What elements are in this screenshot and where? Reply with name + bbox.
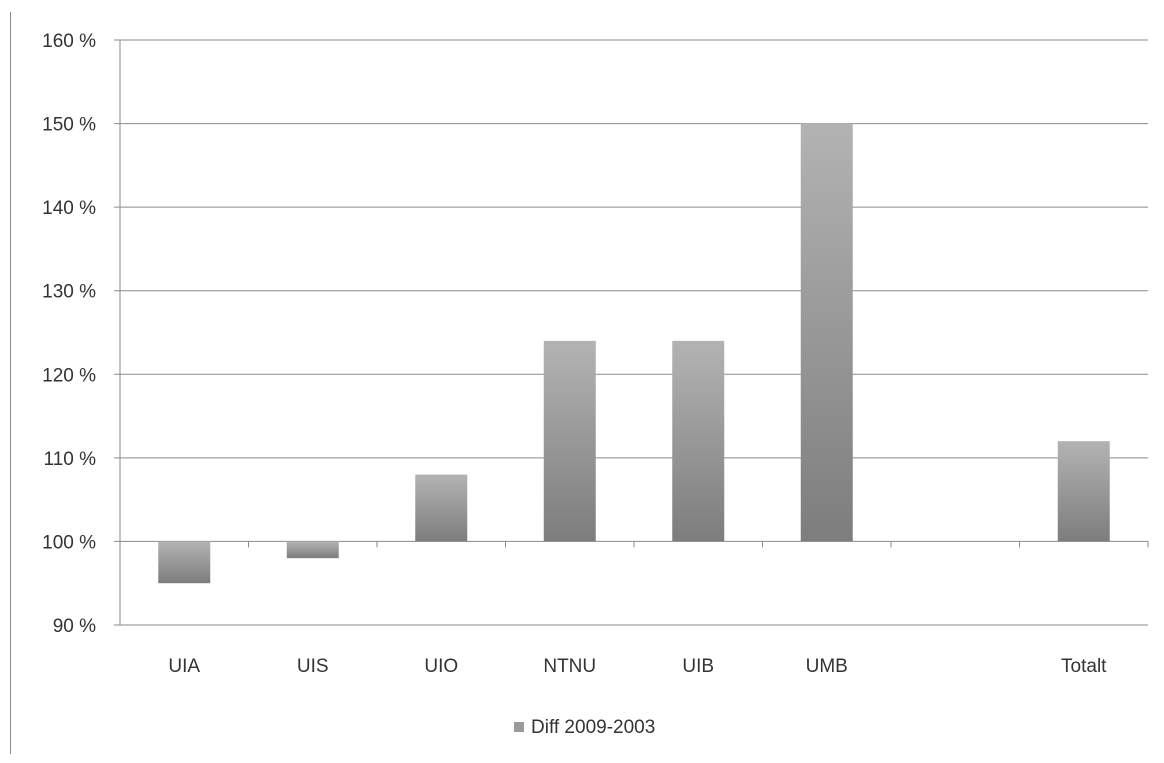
bar [1057,441,1110,542]
legend: Diff 2009-2003 [514,717,655,738]
y-tick-label: 100 % [42,532,96,553]
x-category-label: UIS [297,656,329,677]
x-category-label: NTNU [543,656,596,677]
x-axis: UIA UIS UIO NTNU UIB UMB Totalt [119,541,1149,677]
bar [415,474,468,542]
y-tick-label: 150 % [42,115,96,136]
bar [286,541,339,559]
y-axis: 90 % 100 % 110 % 120 % 130 % 140 % 150 % 160 % [42,31,121,637]
gridlines [114,39,1148,626]
x-category-label: UMB [806,656,848,677]
legend-swatch [514,722,524,732]
bars [158,123,1110,584]
y-tick-label: 110 % [44,449,97,470]
x-category-label: UIA [168,656,200,677]
y-tick-label: 90 % [53,616,96,637]
bar [543,340,596,542]
x-category-label: Totalt [1061,656,1107,677]
bar [672,340,725,542]
y-tick-label: 160 % [42,31,96,52]
y-tick-label: 130 % [42,282,96,303]
left-border [10,12,11,754]
bar [800,123,853,542]
y-tick-label: 140 % [42,198,96,219]
y-tick-label: 120 % [42,365,96,386]
x-category-label: UIB [682,656,714,677]
legend-label: Diff 2009-2003 [531,717,655,738]
bar [158,541,211,584]
x-category-label: UIO [424,656,458,677]
